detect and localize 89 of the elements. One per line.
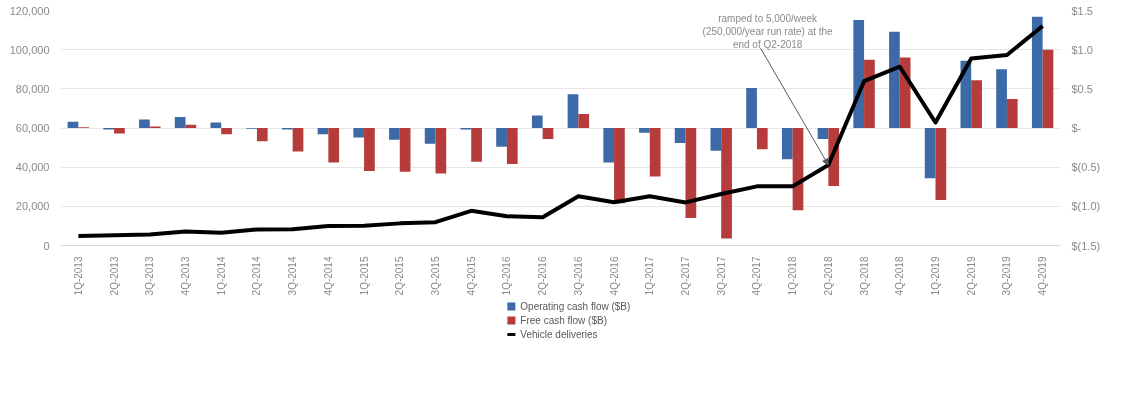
x-tick-label: 3Q-2014 bbox=[287, 256, 299, 296]
y2-tick-label: $0.5 bbox=[1071, 82, 1093, 95]
y-tick-label: 0 bbox=[43, 239, 50, 252]
bar bbox=[578, 113, 590, 128]
x-tick-label: 2Q-2018 bbox=[822, 256, 834, 296]
bar bbox=[1031, 16, 1043, 128]
bar bbox=[114, 128, 125, 134]
x-tick-label: 2Q-2019 bbox=[965, 256, 977, 296]
y-tick-label: 40,000 bbox=[15, 161, 50, 174]
y-tick-label: 80,000 bbox=[15, 82, 50, 95]
y2-tick-label: $(0.5) bbox=[1071, 161, 1101, 174]
bar bbox=[971, 80, 982, 128]
x-tick-label: 4Q-2019 bbox=[1037, 256, 1049, 296]
x-tick-label: 1Q-2014 bbox=[215, 256, 227, 296]
x-tick-label: 4Q-2016 bbox=[608, 256, 620, 296]
x-tick-label: 1Q-2017 bbox=[644, 256, 656, 296]
x-tick-label: 1Q-2016 bbox=[501, 256, 513, 296]
bar bbox=[864, 59, 875, 128]
x-tick-label: 2Q-2016 bbox=[537, 256, 549, 296]
bar bbox=[353, 128, 365, 138]
bar bbox=[471, 128, 482, 162]
x-tick-label: 3Q-2017 bbox=[715, 256, 727, 296]
bar bbox=[746, 88, 757, 128]
y2-tick-label: $(1.5) bbox=[1071, 239, 1101, 252]
y2-tick-label: $1.5 bbox=[1071, 4, 1093, 17]
bar bbox=[317, 128, 329, 135]
x-tick-label: 1Q-2019 bbox=[930, 256, 941, 296]
annotation: ramped to 5,000/week (250,000/year run rate) at the end of Q2-2018 bbox=[702, 12, 834, 50]
bar bbox=[721, 128, 732, 239]
x-tick-label: 3Q-2019 bbox=[1001, 256, 1013, 296]
x-tick-label: 4Q-2015 bbox=[465, 256, 477, 296]
x-tick-label: 2Q-2014 bbox=[251, 256, 263, 296]
y-tick-label: 100,000 bbox=[9, 43, 50, 56]
bar bbox=[139, 119, 150, 128]
x-tick-label: 2Q-2013 bbox=[108, 256, 120, 296]
bar bbox=[1042, 49, 1054, 128]
legend-label: Vehicle deliveries bbox=[520, 329, 598, 340]
y2-tick-label: $1.0 bbox=[1071, 43, 1093, 56]
y-tick-label: 120,000 bbox=[9, 4, 50, 17]
y2-tick-label: $(1.0) bbox=[1071, 200, 1101, 213]
bar bbox=[935, 128, 947, 201]
bar bbox=[1006, 99, 1018, 128]
x-tick-label: 1Q-2015 bbox=[358, 256, 370, 296]
bar bbox=[996, 69, 1007, 128]
legend-label: Operating cash flow ($B) bbox=[520, 301, 631, 312]
line-series bbox=[76, 23, 1045, 238]
bar bbox=[924, 128, 936, 179]
bar bbox=[889, 31, 900, 128]
bar bbox=[674, 128, 686, 143]
x-tick-label: 4Q-2013 bbox=[180, 256, 191, 296]
bar bbox=[542, 128, 554, 139]
x-tick-label: 4Q-2014 bbox=[322, 256, 334, 296]
bar bbox=[221, 128, 232, 135]
bar bbox=[496, 128, 507, 147]
x-tick-label: 4Q-2017 bbox=[751, 256, 763, 296]
x-tick-label: 3Q-2018 bbox=[858, 256, 870, 296]
x-tick-label: 2Q-2015 bbox=[394, 256, 406, 296]
legend-label: Free cash flow ($B) bbox=[520, 315, 608, 326]
bar bbox=[435, 128, 447, 174]
bar bbox=[603, 128, 615, 163]
x-tick-label: 1Q-2018 bbox=[787, 256, 799, 296]
bar bbox=[853, 19, 865, 128]
bar bbox=[567, 94, 579, 128]
bar bbox=[292, 128, 304, 152]
x-tick-label: 2Q-2017 bbox=[680, 256, 691, 296]
x-tick-label: 4Q-2018 bbox=[894, 256, 906, 296]
bar bbox=[649, 128, 661, 177]
x-tick-label: 3Q-2016 bbox=[572, 256, 584, 296]
bar bbox=[756, 128, 768, 150]
bar bbox=[506, 128, 518, 165]
bar bbox=[328, 128, 340, 163]
bar bbox=[389, 128, 400, 140]
y2-tick-label: $- bbox=[1071, 122, 1082, 134]
bar bbox=[174, 117, 186, 128]
bar bbox=[67, 121, 79, 128]
bar bbox=[399, 128, 411, 172]
bar bbox=[256, 128, 268, 142]
bar bbox=[817, 128, 829, 139]
bar bbox=[710, 128, 722, 151]
y-tick-label: 20,000 bbox=[15, 200, 50, 213]
bar bbox=[424, 128, 436, 144]
bar bbox=[531, 115, 543, 128]
x-tick-label: 3Q-2015 bbox=[430, 256, 441, 296]
bar bbox=[781, 128, 793, 160]
x-tick-label: 1Q-2013 bbox=[72, 256, 84, 296]
y-tick-label: 60,000 bbox=[15, 122, 50, 134]
bar bbox=[364, 128, 375, 172]
x-tick-label: 3Q-2013 bbox=[144, 256, 156, 296]
bar bbox=[639, 128, 650, 133]
